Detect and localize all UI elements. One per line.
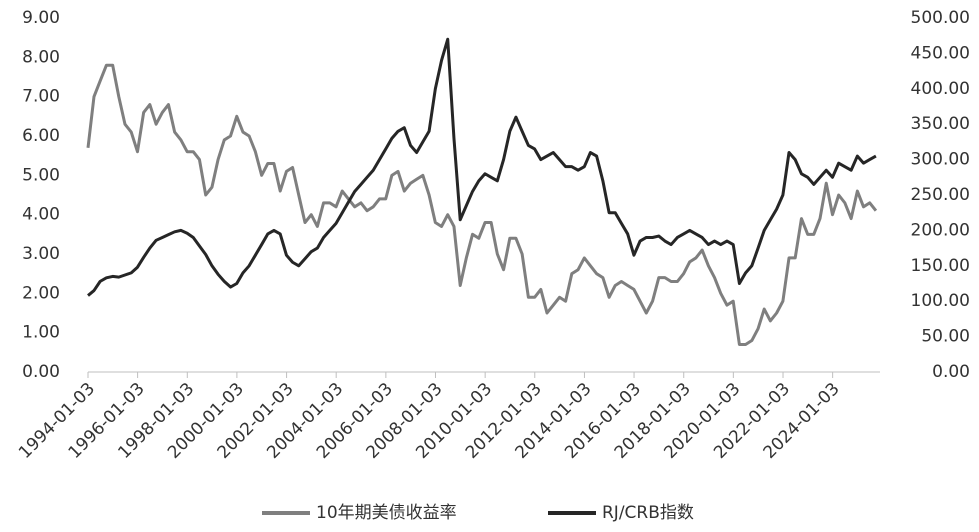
y2-tick-label: 450.00 <box>911 43 970 63</box>
series-line <box>87 37 877 297</box>
y2-tick-label: 200.00 <box>911 220 970 240</box>
y-tick-label: 8.00 <box>22 47 60 67</box>
legend-label: 10年期美债收益率 <box>316 503 457 523</box>
y2-tick-label: 50.00 <box>921 327 970 347</box>
y-tick-label: 5.00 <box>22 165 60 185</box>
y-tick-label: 9.00 <box>22 8 60 28</box>
y-tick-label: 0.00 <box>22 362 60 382</box>
y2-tick-label: 400.00 <box>911 79 970 99</box>
y-tick-label: 1.00 <box>22 323 60 343</box>
y2-tick-label: 0.00 <box>932 362 970 382</box>
legend-label: RJ/CRB指数 <box>602 503 694 523</box>
y2-tick-label: 150.00 <box>911 256 970 276</box>
y-tick-label: 3.00 <box>22 244 60 264</box>
y2-tick-label: 100.00 <box>911 291 970 311</box>
y-tick-label: 2.00 <box>22 283 60 303</box>
y2-tick-label: 250.00 <box>911 185 970 205</box>
y-tick-label: 7.00 <box>22 87 60 107</box>
y2-tick-label: 350.00 <box>911 114 970 134</box>
y-tick-label: 4.00 <box>22 205 60 225</box>
y-tick-label: 6.00 <box>22 126 60 146</box>
series-line <box>86 63 878 346</box>
y2-tick-label: 500.00 <box>911 8 970 28</box>
y2-tick-label: 300.00 <box>911 150 970 170</box>
